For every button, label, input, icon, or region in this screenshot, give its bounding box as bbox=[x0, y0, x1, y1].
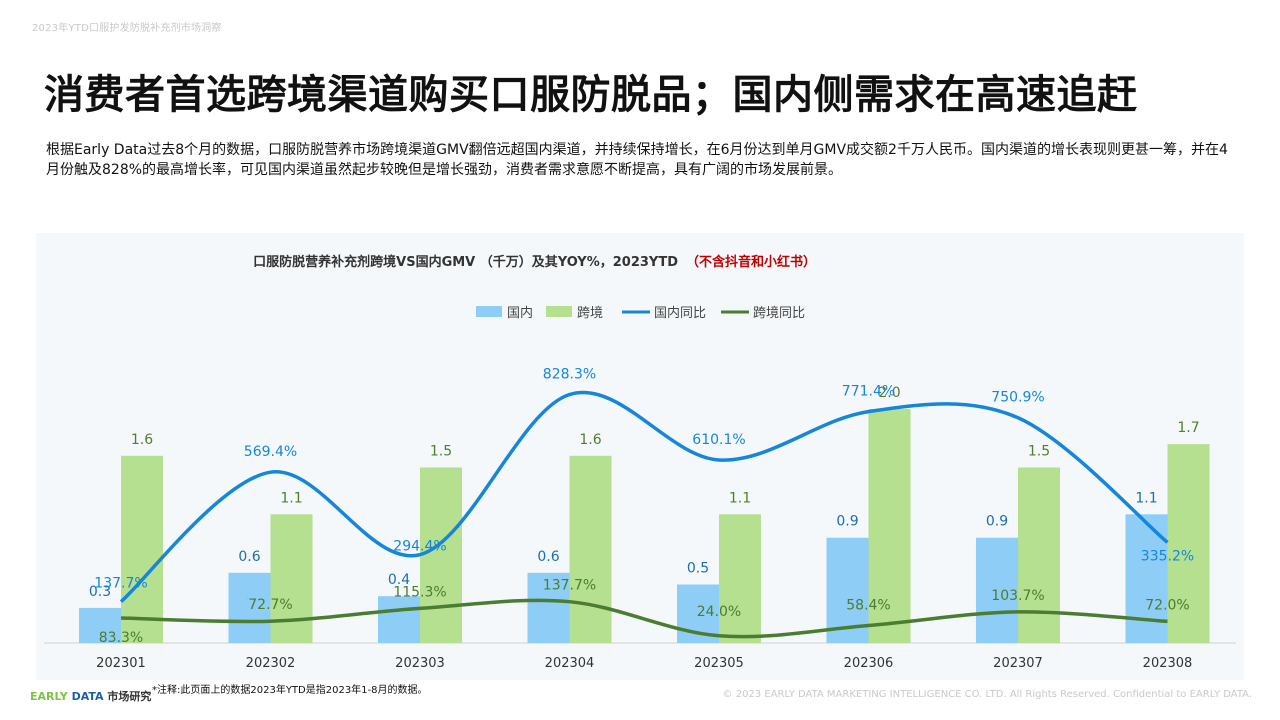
line-label-crossborder-202306: 58.4% bbox=[846, 597, 890, 613]
bar-crossborder-202303 bbox=[420, 467, 462, 643]
bar-label-domestic-202303: 0.4 bbox=[388, 572, 410, 588]
bar-crossborder-202305 bbox=[719, 514, 761, 643]
bar-domestic-202308 bbox=[1125, 514, 1168, 643]
line-label-crossborder-202303: 115.3% bbox=[393, 584, 446, 600]
bar-label-crossborder-202306: 2.0 bbox=[878, 385, 900, 401]
page-title: 消费者首选跨境渠道购买口服防脱品；国内侧需求在高速追赶 bbox=[44, 72, 1138, 118]
legend-label-0: 国内 bbox=[507, 305, 533, 321]
line-label-domestic-202302: 569.4% bbox=[244, 444, 297, 460]
line-label-domestic-202308: 335.2% bbox=[1141, 548, 1194, 564]
logo: EARLY DATA 市场研究 bbox=[30, 688, 151, 704]
bar-domestic-202303 bbox=[378, 596, 420, 643]
bar-crossborder-202302 bbox=[270, 514, 313, 643]
page-description: 根据Early Data过去8个月的数据，口服防脱营养市场跨境渠道GMV翻倍远超… bbox=[46, 142, 1228, 178]
x-tick-202302: 202302 bbox=[246, 656, 296, 671]
legend-label-1: 跨境 bbox=[577, 306, 603, 321]
footnote: *注释:此页面上的数据2023年YTD是指2023年1-8月的数据。 bbox=[152, 685, 428, 696]
line-label-crossborder-202302: 72.7% bbox=[248, 597, 292, 613]
bar-domestic-202301 bbox=[79, 607, 121, 643]
logo-cn: 市场研究 bbox=[107, 690, 152, 703]
bar-label-domestic-202301: 0.3 bbox=[89, 584, 111, 600]
bar-domestic-202307 bbox=[976, 537, 1018, 643]
line-label-crossborder-202304: 137.7% bbox=[543, 578, 596, 594]
line-label-crossborder-202301: 83.3% bbox=[99, 630, 143, 646]
bar-label-domestic-202302: 0.6 bbox=[238, 549, 260, 565]
bar-label-crossborder-202301: 1.6 bbox=[131, 432, 153, 448]
bar-label-domestic-202304: 0.6 bbox=[537, 549, 559, 565]
copyright: © 2023 EARLY DATA MARKETING INTELLIGENCE… bbox=[722, 689, 1252, 700]
bar-label-crossborder-202305: 1.1 bbox=[729, 490, 751, 506]
x-tick-202305: 202305 bbox=[694, 656, 744, 671]
bar-label-domestic-202305: 0.5 bbox=[687, 561, 709, 577]
bar-label-crossborder-202307: 1.5 bbox=[1028, 444, 1050, 460]
bar-crossborder-202308 bbox=[1167, 444, 1210, 643]
x-tick-202307: 202307 bbox=[993, 656, 1043, 671]
bar-label-crossborder-202304: 1.6 bbox=[579, 432, 601, 448]
line-domestic-yoy bbox=[119, 390, 1169, 604]
logo-data: DATA bbox=[71, 690, 104, 703]
legend-label-3: 跨境同比 bbox=[753, 306, 805, 321]
line-label-crossborder-202308: 72.0% bbox=[1145, 597, 1189, 613]
x-tick-202306: 202306 bbox=[844, 656, 894, 671]
chart-title: 口服防脱营养补充剂跨境VS国内GMV （千万）及其YOY%，2023YTD bbox=[253, 254, 678, 270]
legend-label-2: 国内同比 bbox=[654, 305, 706, 321]
line-label-domestic-202303: 294.4% bbox=[393, 539, 446, 555]
line-label-crossborder-202307: 103.7% bbox=[991, 588, 1044, 604]
line-label-domestic-202306: 771.4% bbox=[842, 384, 895, 400]
bar-crossborder-202304 bbox=[569, 455, 612, 643]
x-tick-202304: 202304 bbox=[545, 656, 595, 671]
bar-label-crossborder-202303: 1.5 bbox=[430, 444, 452, 460]
bar-domestic-202304 bbox=[527, 572, 570, 643]
gmv-yoy-chart: 口服防脱营养补充剂跨境VS国内GMV （千万）及其YOY%，2023YTD （不含… bbox=[44, 254, 1236, 671]
x-tick-202308: 202308 bbox=[1143, 656, 1193, 671]
bar-domestic-202302 bbox=[228, 572, 271, 643]
legend-swatch-0 bbox=[476, 306, 502, 317]
bar-label-crossborder-202308: 1.7 bbox=[1177, 420, 1199, 436]
x-tick-202301: 202301 bbox=[96, 656, 146, 671]
bar-label-domestic-202308: 1.1 bbox=[1135, 490, 1157, 506]
line-label-domestic-202301: 137.7% bbox=[94, 576, 147, 592]
line-label-domestic-202305: 610.1% bbox=[692, 432, 745, 448]
line-label-crossborder-202305: 24.0% bbox=[697, 604, 741, 620]
line-label-domestic-202307: 750.9% bbox=[991, 390, 1044, 406]
x-tick-202303: 202303 bbox=[395, 656, 445, 671]
bar-label-crossborder-202302: 1.1 bbox=[280, 490, 302, 506]
logo-early: EARLY bbox=[30, 690, 68, 703]
legend-swatch-1 bbox=[546, 306, 572, 317]
chart-title-note: （不含抖音和小红书） bbox=[686, 254, 816, 270]
bar-label-domestic-202306: 0.9 bbox=[836, 514, 858, 530]
line-crossborder-yoy bbox=[120, 598, 1168, 639]
bar-crossborder-202306 bbox=[868, 409, 911, 643]
header-small-caption: 2023年YTD口服护发防脱补充剂市场洞察 bbox=[32, 23, 222, 34]
bar-label-domestic-202307: 0.9 bbox=[986, 514, 1008, 530]
bar-crossborder-202307 bbox=[1018, 467, 1060, 643]
line-label-domestic-202304: 828.3% bbox=[543, 367, 596, 383]
bar-crossborder-202301 bbox=[121, 455, 163, 643]
